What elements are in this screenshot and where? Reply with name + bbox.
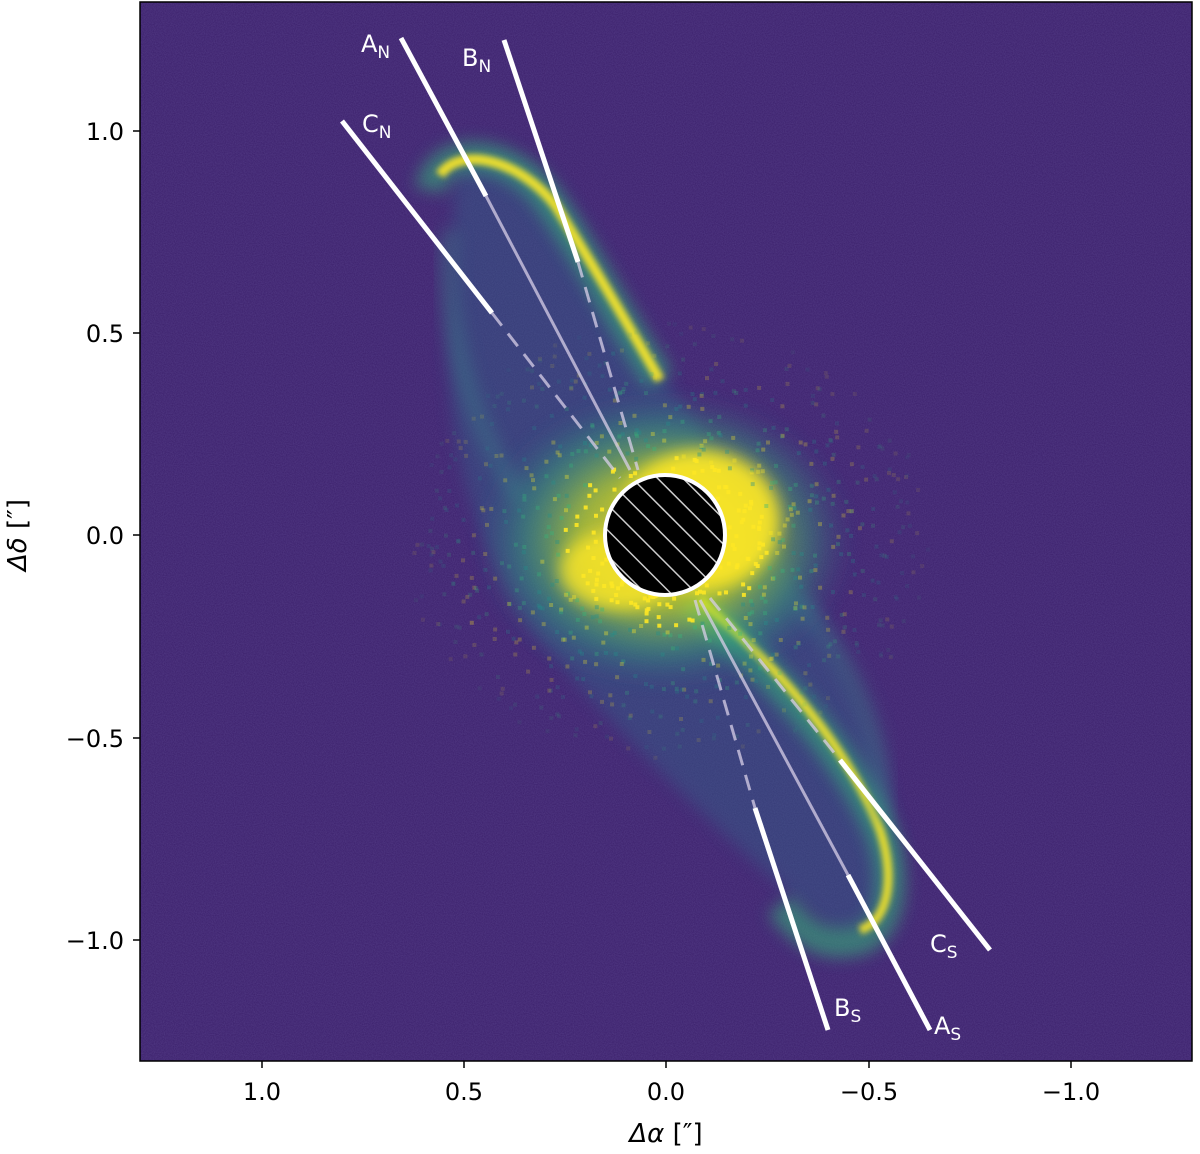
y-tick-label: 0.0	[86, 522, 124, 550]
y-tick-label: 0.5	[86, 320, 124, 348]
ray-label-b-south: BS	[834, 994, 861, 1027]
x-tick-label: −0.5	[840, 1078, 898, 1106]
y-tick-label: −0.5	[66, 725, 124, 753]
x-axis: 1.0 0.5 0.0 −0.5 −1.0 Δα [″]	[243, 1061, 1100, 1149]
ray-b-south-dashed	[693, 599, 757, 809]
ray-a-south-inner	[698, 599, 850, 876]
ray-a-north-inner	[484, 195, 632, 471]
ray-b-south-solid	[752, 807, 831, 1031]
ray-b-north-dashed	[576, 261, 640, 471]
y-tick-label: 1.0	[86, 118, 124, 146]
x-tick-label: −1.0	[1042, 1078, 1100, 1106]
x-tick-label: 0.5	[445, 1078, 483, 1106]
disk-image: AN BN CN AS BS CS	[140, 2, 1192, 1061]
y-axis-title: Δδ [″]	[3, 499, 33, 573]
ray-lines	[340, 36, 992, 1032]
ray-label-b-north: BN	[462, 44, 491, 77]
ray-a-south-solid	[845, 873, 933, 1032]
y-axis: 1.0 0.5 0.0 −0.5 −1.0 Δδ [″]	[3, 118, 140, 955]
coronagraph-mask	[603, 473, 727, 597]
ray-a-north-solid	[398, 36, 489, 198]
x-tick-label: 0.0	[647, 1078, 685, 1106]
x-axis-title: Δα [″]	[627, 1119, 702, 1149]
ray-c-north-dashed	[490, 312, 622, 479]
y-tick-label: −1.0	[66, 927, 124, 955]
ray-c-south-solid	[838, 758, 992, 952]
ray-c-north-solid	[340, 119, 494, 315]
ray-c-south-dashed	[708, 597, 842, 761]
ray-b-north-solid	[501, 39, 581, 263]
ray-label-c-north: CN	[362, 110, 391, 143]
ray-labels: AN BN CN AS BS CS	[361, 30, 961, 1045]
ray-label-c-south: CS	[930, 930, 958, 963]
ray-label-a-north: AN	[361, 30, 390, 63]
x-tick-label: 1.0	[243, 1078, 281, 1106]
ray-label-a-south: AS	[934, 1012, 961, 1045]
